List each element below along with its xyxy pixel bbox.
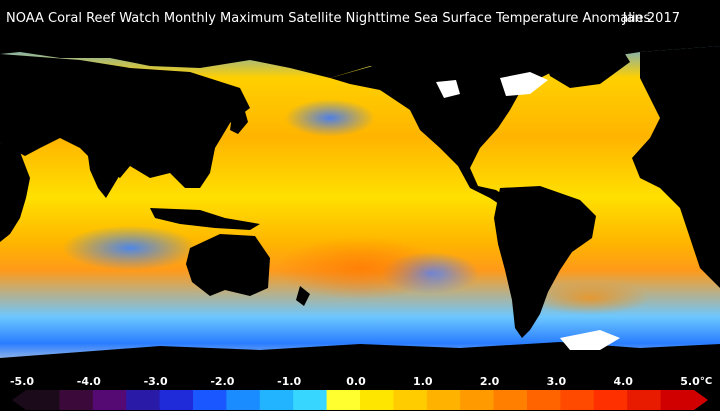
japan-land xyxy=(230,108,248,134)
temperature-colorbar: -5.0 -4.0 -3.0 -2.0 -1.0 0.0 1.0 2.0 3.0 4.0 5.0 °C xyxy=(9,375,712,411)
colorbar-swatch xyxy=(59,390,94,410)
antarctic-ice xyxy=(560,330,620,350)
colorbar-max-arrow xyxy=(694,390,708,410)
colorbar-tick-label: -1.0 xyxy=(277,375,302,388)
colorbar-unit: °C xyxy=(699,376,713,387)
colorbar-swatch xyxy=(660,390,695,410)
arctic-ice xyxy=(500,72,548,96)
australia-land xyxy=(186,234,270,296)
map-date: Jan 2017 xyxy=(622,11,680,26)
antarctica-land xyxy=(0,342,720,370)
europe-africa-land xyxy=(632,46,720,288)
eurasia-west-land xyxy=(0,54,250,188)
colorbar-swatch xyxy=(226,390,261,410)
colorbar-tick-label: 5.0 xyxy=(680,375,700,388)
colorbar-swatch xyxy=(493,390,528,410)
colorbar-swatch xyxy=(527,390,561,410)
colorbar-swatch xyxy=(259,390,294,410)
sst-anomaly-map xyxy=(0,38,720,370)
colorbar-scale xyxy=(12,390,708,410)
colorbar-swatch xyxy=(26,390,60,410)
land-masses xyxy=(0,38,720,370)
colorbar-swatch xyxy=(460,390,495,410)
colorbar-swatch xyxy=(293,390,328,410)
new-zealand-land xyxy=(296,286,310,306)
colorbar-swatch xyxy=(593,390,628,410)
hudson-bay-ice xyxy=(436,80,460,98)
colorbar-tick-label: 3.0 xyxy=(546,375,567,388)
greenland-land xyxy=(540,46,630,88)
colorbar-tick-label: -2.0 xyxy=(210,375,235,388)
map-title: NOAA Coral Reef Watch Monthly Maximum Sa… xyxy=(6,11,651,26)
colorbar-swatch xyxy=(393,390,428,410)
arctic-land xyxy=(0,38,720,90)
colorbar-swatch xyxy=(92,390,127,410)
colorbar-swatch xyxy=(426,390,461,410)
north-america-land xyxy=(330,60,560,220)
south-america-land xyxy=(494,186,596,338)
colorbar-swatch xyxy=(159,390,194,410)
colorbar-tick-label: 1.0 xyxy=(413,375,433,388)
colorbar-tick-label: -4.0 xyxy=(76,375,101,388)
colorbar-tick-label: -3.0 xyxy=(143,375,168,388)
colorbar-swatch xyxy=(126,390,161,410)
africa-east-land xyxy=(0,142,30,242)
colorbar-swatch xyxy=(627,390,662,410)
colorbar-tick-label: 4.0 xyxy=(613,375,633,388)
colorbar-swatch xyxy=(193,390,227,410)
colorbar-min-arrow xyxy=(12,390,26,410)
colorbar-swatch xyxy=(560,390,595,410)
colorbar-labels: -5.0 -4.0 -3.0 -2.0 -1.0 0.0 1.0 2.0 3.0 4.0 5.0 °C xyxy=(9,375,712,389)
india-land xyxy=(88,156,120,198)
map-title-bar: NOAA Coral Reef Watch Monthly Maximum Sa… xyxy=(0,0,720,38)
colorbar-tick-label: -5.0 xyxy=(9,375,35,388)
colorbar-tick-label: 2.0 xyxy=(479,375,500,388)
indonesia-land xyxy=(150,208,260,230)
colorbar-tick-label: 0.0 xyxy=(346,375,366,388)
colorbar-swatch xyxy=(360,390,394,410)
colorbar-swatch xyxy=(326,390,361,410)
